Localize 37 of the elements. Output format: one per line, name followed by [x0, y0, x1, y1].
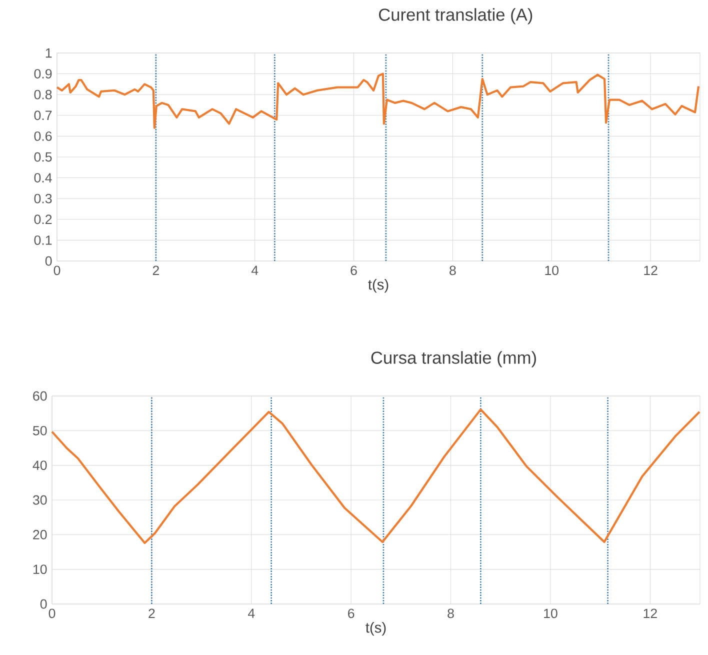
- y-tick-label: 0.1: [34, 235, 52, 245]
- line-series: [56, 72, 700, 129]
- y-tick-label: 60: [33, 391, 47, 401]
- x-tick-label: 8: [448, 608, 454, 618]
- y-tick-label: 0.2: [34, 214, 52, 224]
- y-tick-label: 0.3: [34, 194, 52, 204]
- y-tick-label: 30: [32, 495, 47, 505]
- x-tick-label: 10: [545, 266, 559, 276]
- y-tick-label: 0.4: [34, 173, 52, 182]
- x-tick-label: 12: [644, 266, 658, 276]
- line-series: [50, 408, 701, 544]
- x-tick-label: 2: [152, 266, 159, 276]
- y-tick-label: 0.7: [34, 110, 52, 120]
- y-tick-label: 0.6: [34, 131, 52, 141]
- x-tick-label: 2: [148, 608, 155, 618]
- x-tick-label: 12: [644, 608, 657, 618]
- x-tick-label: 4: [248, 608, 255, 618]
- x-tick-label: 6: [350, 266, 357, 276]
- x-tick-label: 4: [251, 266, 258, 275]
- chart-title: Cursa translatie (mm): [371, 351, 536, 368]
- y-tick-label: 40: [32, 460, 47, 470]
- x-tick-label: 10: [544, 608, 558, 618]
- x-tick-label: 6: [348, 608, 354, 618]
- y-tick-label: 0.8: [34, 90, 52, 100]
- x-axis-title: t(s): [366, 622, 386, 636]
- x-axis-title: t(s): [368, 278, 388, 293]
- y-tick-label: 0: [45, 256, 52, 266]
- x-tick-label: 8: [450, 266, 456, 276]
- y-tick-label: 20: [33, 530, 47, 540]
- y-tick-label: 0.9: [34, 69, 52, 78]
- y-tick-label: 50: [33, 426, 47, 436]
- chart-title: Curent translatie (A): [378, 8, 532, 24]
- y-tick-label: 1: [46, 48, 52, 58]
- y-tick-label: 10: [33, 564, 47, 574]
- x-tick-label: 0: [54, 266, 60, 276]
- y-tick-label: 0: [40, 599, 47, 609]
- y-tick-label: 0.5: [34, 152, 52, 162]
